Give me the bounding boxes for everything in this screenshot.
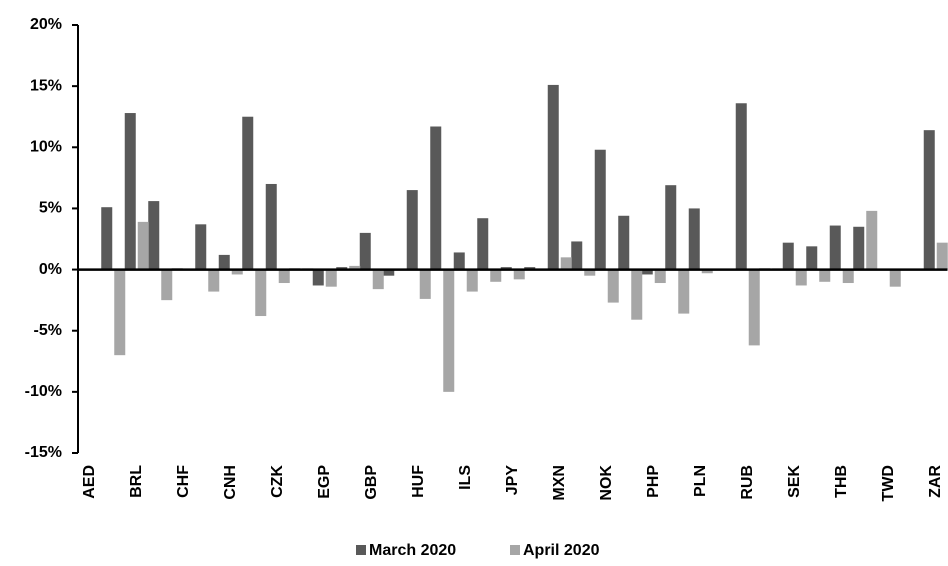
bar bbox=[325, 269, 337, 287]
bar bbox=[278, 269, 290, 284]
y-tick-label: 15% bbox=[30, 77, 62, 94]
bar bbox=[195, 224, 207, 270]
bar bbox=[678, 269, 690, 314]
bar bbox=[866, 210, 878, 270]
bar bbox=[748, 269, 760, 346]
x-tick-label: RUB bbox=[739, 465, 756, 500]
y-tick-label: 5% bbox=[39, 200, 62, 217]
bar bbox=[819, 269, 831, 282]
x-tick-label: EGP bbox=[316, 465, 333, 499]
bar bbox=[513, 269, 525, 280]
x-tick-label: JPY bbox=[504, 465, 521, 496]
bar bbox=[359, 232, 371, 270]
x-tick-label: MXN bbox=[551, 465, 568, 501]
bar bbox=[406, 190, 418, 270]
bar bbox=[735, 103, 747, 270]
bar bbox=[349, 265, 361, 270]
x-tick-label: BRL bbox=[128, 465, 145, 498]
bar bbox=[594, 149, 606, 270]
bar bbox=[889, 269, 901, 287]
bar bbox=[701, 269, 713, 274]
y-tick-label: 20% bbox=[30, 16, 62, 33]
bar bbox=[383, 269, 395, 276]
bar bbox=[255, 269, 267, 317]
y-tick-label: -5% bbox=[34, 322, 62, 339]
legend-label: April 2020 bbox=[523, 542, 600, 559]
bar bbox=[161, 269, 173, 301]
x-tick-label: HUF bbox=[410, 465, 427, 498]
bar bbox=[114, 269, 126, 356]
bar bbox=[584, 269, 596, 276]
bar bbox=[148, 201, 160, 270]
legend-swatch bbox=[356, 545, 366, 555]
bar bbox=[923, 130, 935, 270]
x-tick-label: CHF bbox=[175, 465, 192, 498]
bar bbox=[312, 269, 324, 286]
x-tick-label: CZK bbox=[269, 465, 286, 498]
bar bbox=[829, 225, 841, 270]
bar bbox=[782, 242, 794, 270]
y-tick-label: 0% bbox=[39, 261, 62, 278]
bar bbox=[560, 257, 572, 270]
y-tick-label: -10% bbox=[25, 383, 62, 400]
bar bbox=[490, 269, 502, 282]
legend-label: March 2020 bbox=[369, 542, 456, 559]
y-tick-label: 10% bbox=[30, 139, 62, 156]
x-tick-label: TWD bbox=[880, 465, 897, 501]
x-tick-label: THB bbox=[833, 465, 850, 498]
x-tick-label: PLN bbox=[692, 465, 709, 497]
bar bbox=[631, 269, 643, 320]
bar bbox=[806, 246, 818, 270]
y-tick-label: -15% bbox=[25, 444, 62, 461]
bar bbox=[547, 84, 559, 270]
x-tick-label: ILS bbox=[457, 465, 474, 490]
bar bbox=[936, 242, 948, 270]
legend-swatch bbox=[510, 545, 520, 555]
bar bbox=[618, 215, 630, 270]
bar bbox=[795, 269, 807, 286]
bar bbox=[372, 269, 384, 290]
bar bbox=[124, 113, 136, 270]
bar bbox=[688, 208, 700, 270]
bar bbox=[443, 269, 455, 392]
bar bbox=[137, 221, 149, 270]
bar bbox=[101, 207, 113, 270]
bar bbox=[208, 269, 220, 292]
bar bbox=[430, 126, 442, 270]
bar bbox=[665, 185, 677, 270]
bar bbox=[218, 254, 230, 270]
bar bbox=[641, 269, 653, 275]
bar bbox=[419, 269, 431, 299]
x-tick-label: GBP bbox=[363, 465, 380, 500]
bar bbox=[853, 226, 865, 270]
bar bbox=[607, 269, 619, 303]
bar bbox=[842, 269, 854, 284]
x-tick-label: NOK bbox=[598, 465, 615, 501]
x-tick-label: ZAR bbox=[927, 465, 944, 498]
x-tick-label: PHP bbox=[645, 465, 662, 498]
x-tick-label: CNH bbox=[222, 465, 239, 500]
bar bbox=[242, 116, 254, 270]
bar bbox=[231, 269, 243, 275]
bar bbox=[453, 252, 465, 270]
bar bbox=[466, 269, 478, 292]
bar bbox=[571, 241, 583, 270]
x-tick-label: AED bbox=[81, 465, 98, 499]
x-tick-label: SEK bbox=[786, 465, 803, 498]
bar bbox=[477, 218, 489, 270]
bar bbox=[265, 183, 277, 270]
bar bbox=[654, 269, 666, 284]
